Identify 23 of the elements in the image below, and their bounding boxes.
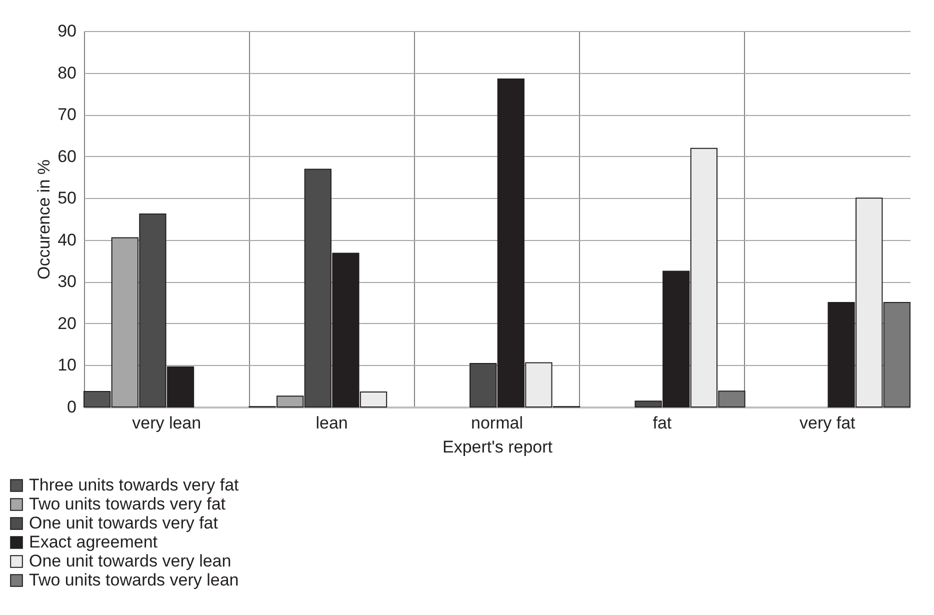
y-tick-label: 30 [58,272,76,292]
legend-label: Three units towards very fat [29,476,240,494]
y-tick-label: 10 [58,356,76,375]
y-tick-label: 70 [58,105,76,124]
legend-label: Two units towards very fat [29,494,226,514]
x-tick-label: very fat [800,414,856,432]
legend-label: One unit towards very fat [29,514,218,532]
x-tick-label: fat [652,414,672,432]
y-tick-label: 20 [58,314,76,333]
x-axis-title: Expert's report [442,438,553,456]
y-tick-label: 50 [58,188,76,208]
x-tick-label: normal [471,414,523,432]
y-tick-label: 60 [58,146,76,166]
y-tick-label: 40 [58,230,76,250]
y-tick-label: 80 [58,63,76,82]
legend-label: Exact agreement [29,532,158,552]
legend-label: Two units towards very lean [29,570,239,590]
y-tick-label: 90 [58,22,76,40]
x-tick-label: lean [316,414,348,432]
legend-label: One unit towards very lean [29,552,232,570]
y-tick-label: 0 [67,398,76,416]
x-tick-label: very lean [132,414,202,432]
y-axis-title: Occurence in % [34,160,54,280]
